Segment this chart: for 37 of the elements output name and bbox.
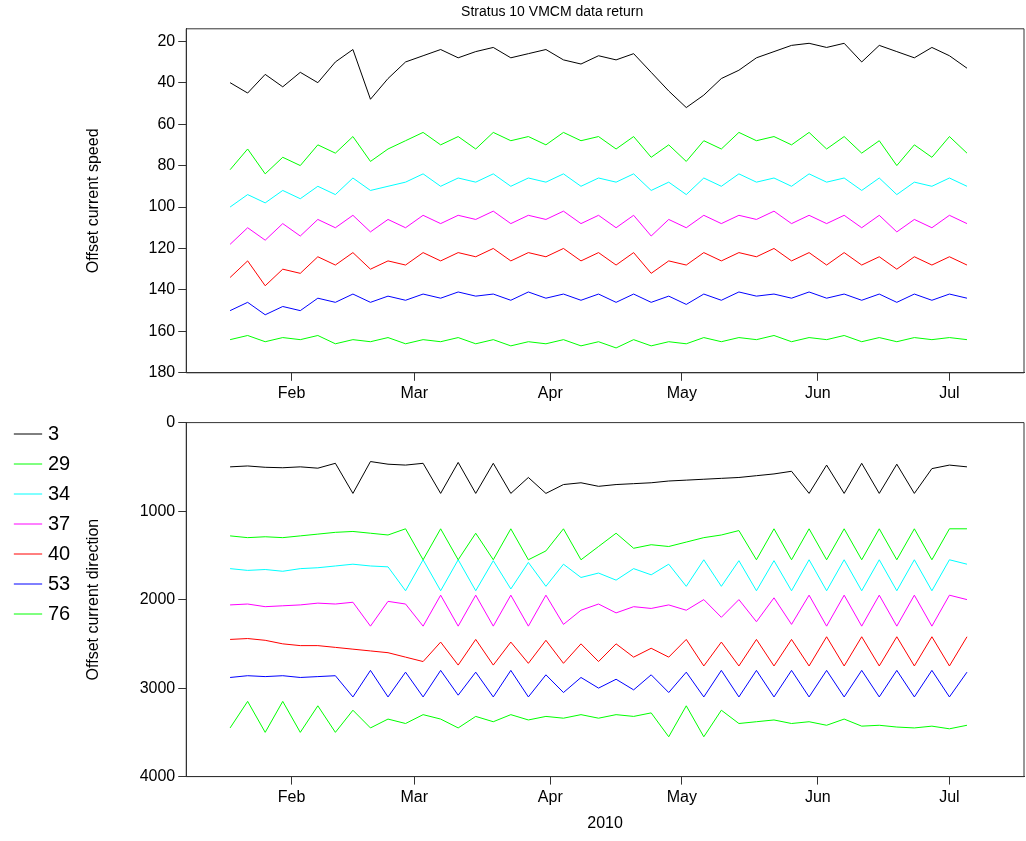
- y-tick-label: 0: [166, 413, 176, 431]
- legend-label: 37: [48, 511, 71, 534]
- x-tick-label: May: [666, 787, 697, 805]
- legend-label: 29: [48, 451, 71, 474]
- legend-label: 53: [48, 571, 71, 594]
- y-tick-label: 3000: [139, 678, 176, 696]
- x-tick-label: Jul: [939, 787, 960, 805]
- x-tick-label: Mar: [400, 383, 429, 401]
- chart-title: Stratus 10 VMCM data return: [461, 3, 644, 20]
- legend-label: 40: [48, 541, 71, 564]
- y-tick-label: 1000: [139, 501, 176, 519]
- y-tick-label: 160: [148, 321, 176, 339]
- y-axis-title: Offset current direction: [84, 518, 102, 681]
- y-axis-title: Offset current speed: [84, 128, 102, 274]
- x-tick-label: Mar: [400, 787, 429, 805]
- y-tick-label: 100: [148, 197, 176, 215]
- y-tick-label: 120: [148, 238, 176, 256]
- legend-label: 34: [48, 481, 71, 504]
- x-tick-label: Jul: [939, 383, 960, 401]
- x-tick-label: May: [666, 383, 697, 401]
- x-tick-label: Feb: [277, 383, 306, 401]
- x-tick-label: Feb: [277, 787, 306, 805]
- y-tick-label: 80: [157, 155, 176, 173]
- legend-label: 76: [48, 601, 71, 624]
- y-tick-label: 60: [157, 114, 176, 132]
- y-tick-label: 2000: [139, 590, 176, 608]
- y-tick-label: 140: [148, 280, 176, 298]
- x-tick-label: Jun: [804, 383, 831, 401]
- y-tick-label: 20: [157, 31, 176, 49]
- y-tick-label: 4000: [139, 767, 176, 785]
- x-tick-label: Jun: [804, 787, 831, 805]
- x-axis-title: 2010: [587, 813, 624, 831]
- y-tick-label: 180: [148, 363, 176, 381]
- y-tick-label: 40: [157, 73, 176, 91]
- legend-label: 3: [48, 421, 60, 444]
- x-tick-label: Apr: [537, 787, 564, 805]
- x-tick-label: Apr: [537, 383, 564, 401]
